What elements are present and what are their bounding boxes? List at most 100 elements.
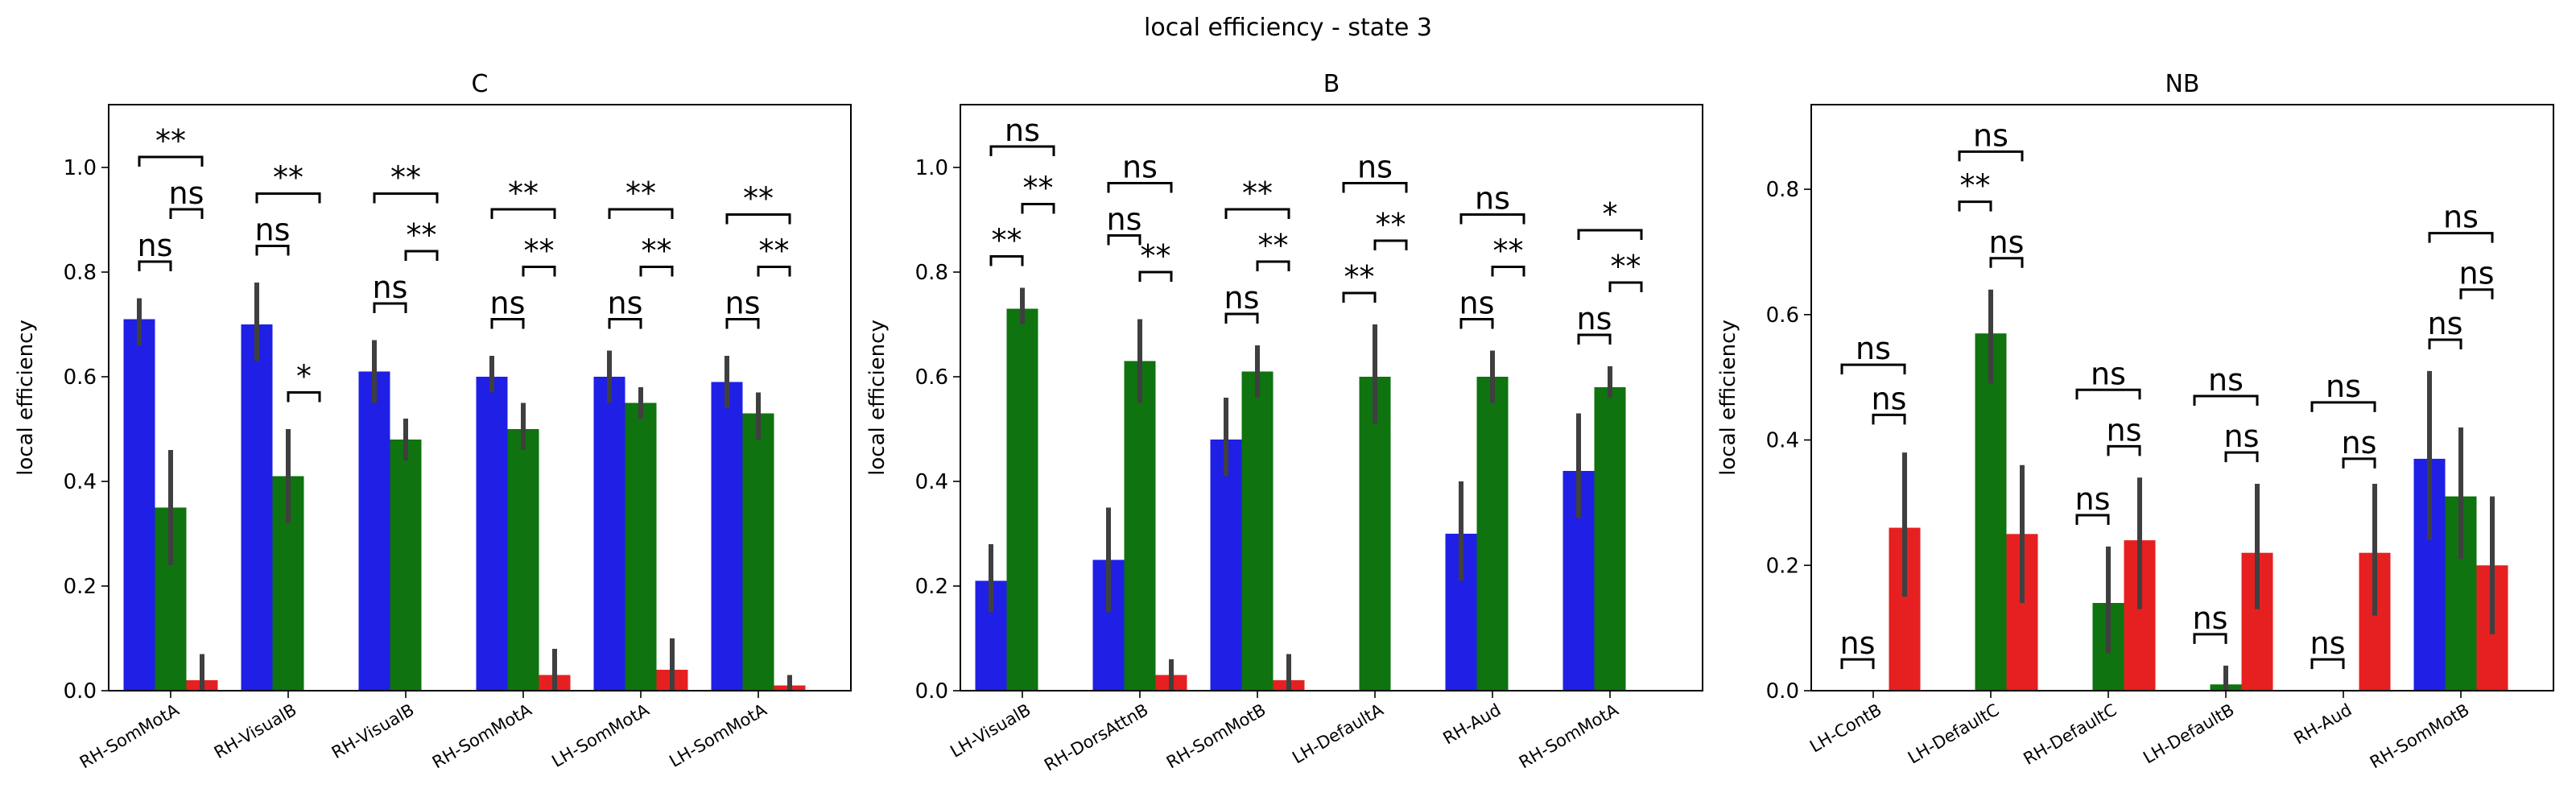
significance-label: ns bbox=[2193, 601, 2228, 636]
y-tick-label: 0.6 bbox=[64, 365, 97, 390]
significance-bracket bbox=[1107, 234, 1141, 246]
y-tick-label: 0.6 bbox=[915, 365, 948, 390]
significance-bracket bbox=[522, 266, 556, 277]
significance-label: * bbox=[1603, 196, 1618, 232]
significance-label: ns bbox=[373, 270, 408, 305]
y-tick-label: 0.6 bbox=[1766, 303, 1799, 328]
bar-green bbox=[1241, 371, 1274, 691]
significance-label: ns bbox=[1973, 118, 2008, 153]
significance-label: ** bbox=[1611, 249, 1641, 284]
significance-bracket bbox=[287, 391, 321, 402]
y-tick-label: 0.8 bbox=[1766, 178, 1799, 202]
bar-blue bbox=[476, 377, 508, 691]
bar-blue bbox=[241, 324, 273, 691]
bar-blue bbox=[711, 382, 743, 691]
bar-blue bbox=[1210, 440, 1242, 691]
y-axis-label: local efficiency bbox=[865, 320, 890, 476]
significance-label: ns bbox=[2107, 412, 2142, 448]
significance-label: ns bbox=[1856, 331, 1891, 366]
significance-bracket bbox=[373, 192, 439, 204]
significance-label: ns bbox=[1872, 381, 1907, 416]
significance-bracket bbox=[2075, 514, 2110, 525]
significance-label: ns bbox=[1840, 625, 1876, 661]
significance-label: ** bbox=[1960, 168, 1991, 204]
significance-label: ** bbox=[625, 175, 656, 211]
significance-bracket bbox=[1840, 363, 1906, 375]
bar-green bbox=[1359, 377, 1391, 691]
significance-bracket bbox=[1342, 182, 1408, 193]
bar-green bbox=[1124, 361, 1156, 691]
significance-label: ** bbox=[407, 217, 437, 253]
significance-label: ns bbox=[1459, 286, 1495, 321]
bar-green bbox=[1476, 377, 1509, 691]
significance-bracket bbox=[2428, 232, 2494, 243]
significance-bracket bbox=[2459, 288, 2494, 299]
significance-label: ns bbox=[1107, 202, 1142, 237]
significance-label: ** bbox=[273, 160, 303, 196]
y-tick-label: 0.8 bbox=[915, 261, 948, 285]
bar-green bbox=[1975, 333, 2007, 691]
significance-bracket bbox=[757, 266, 791, 277]
significance-bracket bbox=[725, 213, 791, 225]
significance-label: ns bbox=[2310, 625, 2346, 661]
significance-label: * bbox=[296, 359, 312, 394]
significance-label: ** bbox=[759, 233, 790, 269]
y-tick-label: 1.0 bbox=[64, 156, 97, 180]
significance-label: ** bbox=[992, 223, 1022, 258]
significance-bracket bbox=[1577, 333, 1612, 345]
significance-bracket bbox=[1989, 257, 2024, 268]
significance-label: ** bbox=[1258, 228, 1289, 263]
significance-bracket bbox=[490, 208, 556, 219]
bar-green bbox=[625, 402, 657, 691]
significance-label: ** bbox=[1242, 175, 1273, 211]
significance-bracket bbox=[1373, 239, 1408, 250]
bar-green bbox=[507, 429, 539, 691]
y-axis-label: local efficiency bbox=[1716, 320, 1740, 476]
y-axis-label: local efficiency bbox=[14, 320, 38, 476]
significance-label: ns bbox=[1005, 113, 1040, 148]
y-tick-label: 0.2 bbox=[915, 575, 948, 599]
significance-bracket bbox=[989, 255, 1024, 266]
significance-label: ** bbox=[1376, 207, 1406, 242]
y-tick-label: 0.0 bbox=[915, 679, 948, 704]
significance-bracket bbox=[2428, 338, 2462, 349]
significance-bracket bbox=[2075, 388, 2141, 400]
y-tick-label: 0.0 bbox=[64, 679, 97, 704]
bar-green bbox=[742, 413, 774, 691]
significance-label: ns bbox=[725, 286, 761, 321]
significance-label: ns bbox=[2459, 256, 2495, 291]
significance-label: ns bbox=[2075, 481, 2111, 517]
subplot-title: NB bbox=[2165, 70, 2199, 98]
significance-bracket bbox=[138, 260, 172, 271]
significance-bracket bbox=[373, 302, 407, 313]
significance-bracket bbox=[1577, 229, 1643, 240]
significance-bracket bbox=[725, 318, 760, 329]
significance-label: ** bbox=[1493, 233, 1524, 269]
axes-frame bbox=[108, 104, 852, 691]
significance-label: ** bbox=[508, 175, 539, 211]
subplot-title: B bbox=[1323, 70, 1340, 98]
significance-bracket bbox=[490, 318, 525, 329]
y-tick-label: 0.8 bbox=[64, 261, 97, 285]
significance-bracket bbox=[639, 266, 674, 277]
bar-blue bbox=[593, 377, 625, 691]
significance-label: ns bbox=[1475, 181, 1510, 217]
significance-bracket bbox=[255, 245, 290, 256]
significance-bracket bbox=[404, 250, 439, 261]
significance-bracket bbox=[2193, 394, 2259, 407]
significance-label: ns bbox=[490, 286, 526, 321]
significance-bracket bbox=[1224, 312, 1259, 324]
axes-frame bbox=[960, 104, 1703, 691]
significance-bracket bbox=[1107, 182, 1173, 193]
significance-bracket bbox=[1342, 291, 1377, 303]
significance-bracket bbox=[1138, 270, 1173, 282]
y-tick-label: 0.4 bbox=[915, 470, 948, 494]
significance-label: ns bbox=[608, 286, 643, 321]
significance-bracket bbox=[1872, 413, 1906, 425]
significance-bracket bbox=[169, 208, 204, 219]
bar-green bbox=[390, 440, 422, 691]
significance-bracket bbox=[1958, 150, 2024, 162]
significance-bracket bbox=[255, 192, 321, 204]
significance-label: ** bbox=[155, 123, 186, 159]
significance-label: ** bbox=[524, 233, 555, 269]
